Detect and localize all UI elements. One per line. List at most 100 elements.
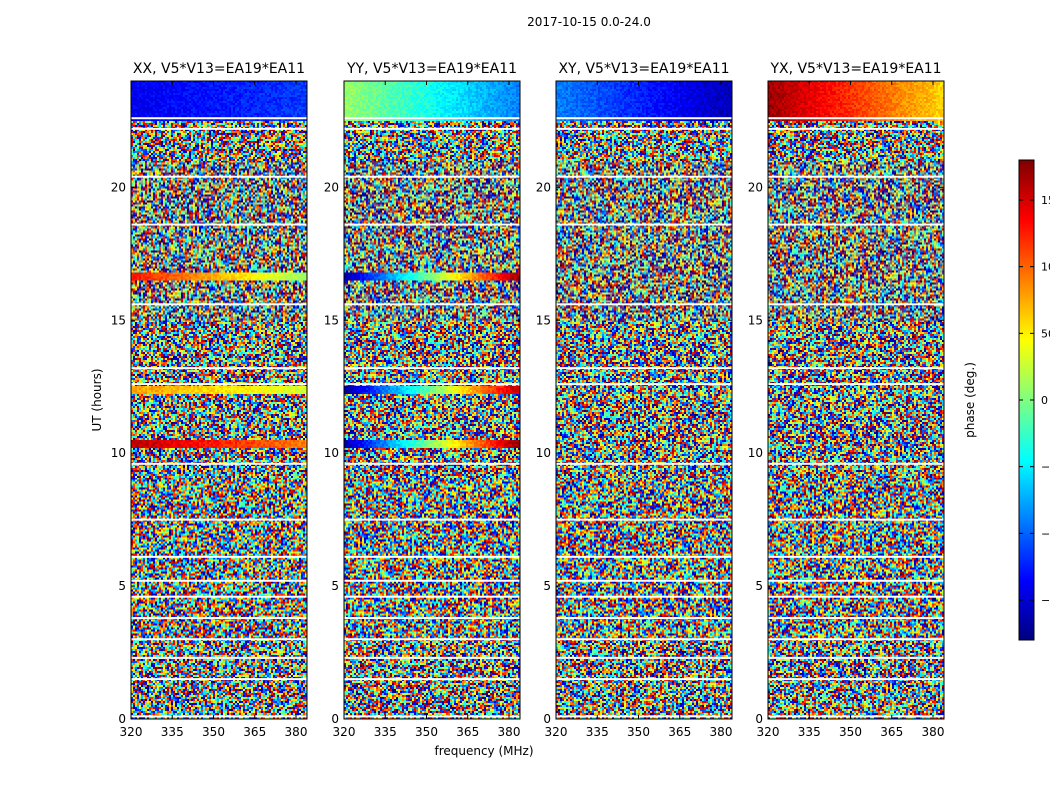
flagged-row [131,383,307,386]
y-tick-label: 20 [324,180,339,194]
flagged-row [131,127,307,130]
flagged-row [131,462,307,465]
y-tick-label: 15 [748,313,763,327]
flagged-row [768,579,944,582]
flagged-row [768,127,944,130]
figure-suptitle: 2017-10-15 0.0-24.0 [527,15,651,29]
flagged-row [344,638,520,641]
flagged-row [768,303,944,306]
flagged-row [131,638,307,641]
x-tick-label: 365 [668,725,691,739]
y-tick-label: 5 [331,579,339,593]
panels-group: XX, V5*V13=EA19*EA11 320 335 350 365 380 0 5 10 1… [111,61,945,739]
flagged-row [768,223,944,226]
panel-frame [130,80,308,720]
flagged-row [768,383,944,386]
flagged-row [556,715,732,718]
flagged-row [768,175,944,178]
x-tick-label: 320 [120,725,143,739]
panel-frame [767,80,945,720]
flagged-row [556,518,732,521]
panel-1: XX, V5*V13=EA19*EA11 320 335 350 365 380 0 5 10 1… [111,61,308,739]
flagged-row [556,117,732,120]
panel-4: YX, V5*V13=EA19*EA11 320 335 350 365 380 0 5 10 1… [748,61,945,739]
x-tick-label: 380 [285,725,308,739]
x-tick-label: 365 [880,725,903,739]
flagged-row [556,555,732,558]
y-tick-label: 15 [536,313,551,327]
colorbar-tick-label: 0 [1041,394,1048,407]
colorbar-tick-label: −100 [1041,527,1050,540]
flagged-row [344,595,520,598]
flagged-row [768,678,944,681]
flagged-row [131,616,307,619]
flagged-row [556,638,732,641]
x-tick-label: 350 [202,725,225,739]
flagged-row [344,175,520,178]
flagged-row [344,462,520,465]
flagged-row [344,117,520,120]
panel-title: YX, V5*V13=EA19*EA11 [769,61,941,77]
panel-title: YY, V5*V13=EA19*EA11 [346,61,517,77]
flagged-row [768,595,944,598]
y-tick-label: 5 [118,579,126,593]
x-tick-label: 380 [710,725,733,739]
x-tick-label: 320 [333,725,356,739]
x-tick-label: 365 [456,725,479,739]
flagged-row [131,223,307,226]
flagged-row [344,579,520,582]
flagged-row [131,656,307,659]
colorbar-tick-label: −50 [1041,461,1050,474]
flagged-row [131,579,307,582]
y-tick-label: 0 [331,712,339,726]
flagged-row [131,518,307,521]
flagged-row [768,518,944,521]
flagged-row [344,303,520,306]
flagged-row [131,555,307,558]
flagged-row [556,303,732,306]
flagged-row [131,367,307,370]
flagged-row [768,462,944,465]
panel-raster [344,81,520,719]
x-tick-label: 335 [161,725,184,739]
x-tick-label: 320 [757,725,780,739]
flagged-row [768,555,944,558]
flagged-row [768,715,944,718]
flagged-row [556,595,732,598]
flagged-row [556,367,732,370]
flagged-row [131,303,307,306]
panel-2: YY, V5*V13=EA19*EA11 320 335 350 365 380 0 5 10 1… [324,61,521,739]
panel-raster [131,81,307,719]
x-tick-label: 380 [498,725,521,739]
panel-title: XY, V5*V13=EA19*EA11 [558,61,729,77]
y-tick-label: 0 [118,712,126,726]
flagged-row [556,579,732,582]
y-axis-label: UT (hours) [90,368,104,431]
flagged-row [768,117,944,120]
flagged-row [556,175,732,178]
flagged-row [131,715,307,718]
flagged-row [344,555,520,558]
flagged-row [556,656,732,659]
x-tick-label: 350 [627,725,650,739]
y-tick-label: 15 [111,313,126,327]
x-tick-label: 350 [839,725,862,739]
colorbar: 150 100 50 0 −50 −100 −150 phase (deg.) [963,159,1050,641]
flagged-row [131,117,307,120]
flagged-row [344,678,520,681]
y-tick-label: 20 [536,180,551,194]
x-tick-label: 380 [922,725,945,739]
flagged-row [344,367,520,370]
flagged-row [768,638,944,641]
y-tick-label: 5 [755,579,763,593]
flagged-row [556,616,732,619]
colorbar-tick-label: 50 [1041,327,1050,340]
x-tick-label: 335 [586,725,609,739]
flagged-row [344,715,520,718]
x-tick-label: 335 [798,725,821,739]
flagged-row [344,616,520,619]
y-tick-label: 20 [748,180,763,194]
y-tick-label: 10 [111,446,126,460]
panel-3: XY, V5*V13=EA19*EA11 320 335 350 365 380 0 5 10 1… [536,61,733,739]
